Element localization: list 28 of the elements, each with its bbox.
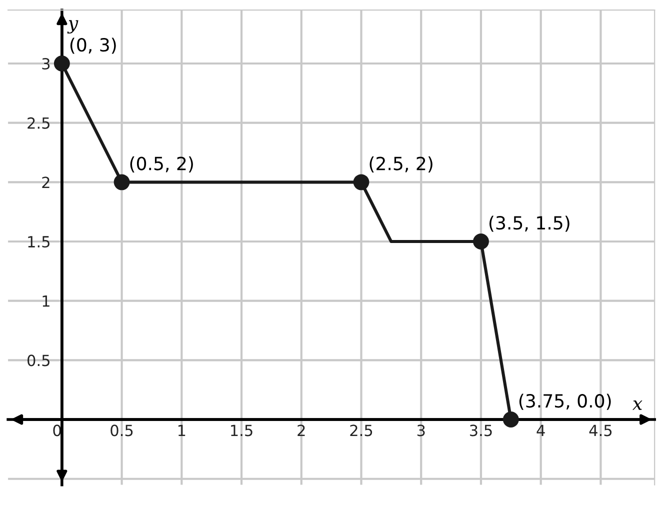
point: [54, 56, 70, 72]
y-tick-label: 0.5: [28, 354, 50, 366]
annotation: (2.5, 2): [370, 156, 432, 172]
point: [353, 174, 370, 190]
x-tick-label: 1: [178, 424, 186, 436]
x-tick-label: 2.5: [350, 424, 372, 436]
x-tick-label: 3: [417, 424, 425, 436]
x-tick-label: 0.5: [110, 424, 133, 436]
y-tick-label: 2: [42, 176, 50, 188]
point: [473, 234, 489, 250]
x-tick-label: 4.5: [589, 424, 612, 436]
x-tick-label: 3.5: [470, 424, 492, 436]
y-tick-label: 1.5: [28, 236, 50, 248]
x-tick-label: 2: [298, 424, 305, 436]
y-tick-label: 3: [42, 58, 50, 70]
annotation: (3.5, 1.5): [489, 216, 570, 232]
annotation: (3.75, 0.0): [519, 394, 611, 410]
annotation: (0.5, 2): [130, 156, 193, 172]
x-tick-label: 0: [53, 424, 61, 436]
x-axis-title: x: [632, 400, 642, 410]
y-tick-label: 1: [42, 296, 50, 307]
annotation: (0, 3): [70, 38, 116, 54]
point: [114, 174, 130, 190]
point: [502, 412, 519, 428]
y-tick-label: 2.5: [28, 117, 50, 129]
x-tick-label: 4: [536, 424, 545, 436]
x-tick-label: 1.5: [231, 424, 252, 436]
y-axis-title: y: [67, 20, 78, 34]
